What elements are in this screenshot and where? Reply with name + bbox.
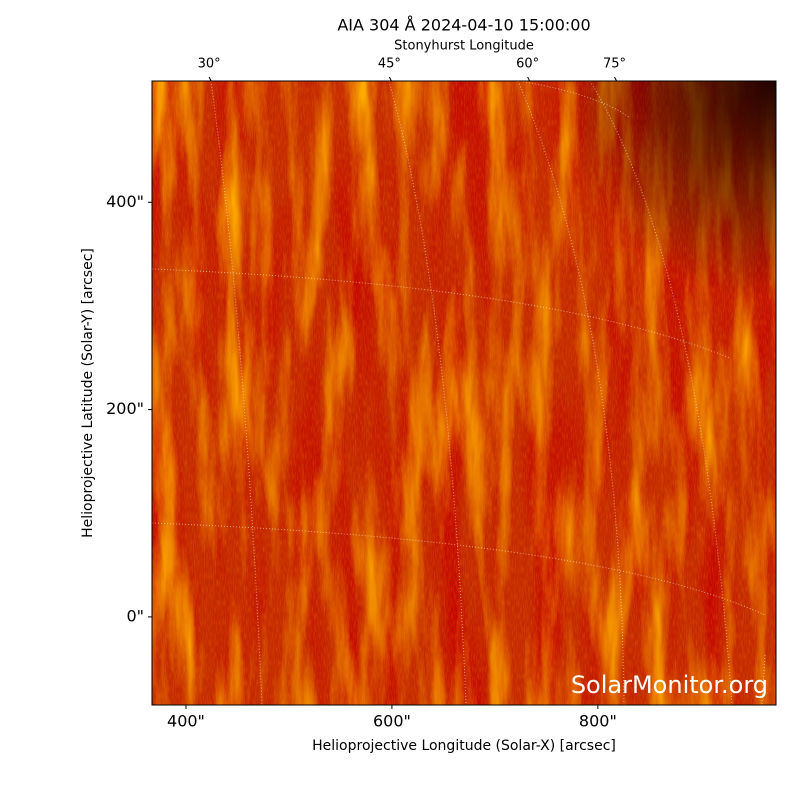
top-tick-label: 75° (603, 57, 626, 72)
x-tick-label: 600" (373, 712, 411, 731)
top-tick (614, 76, 617, 82)
y-axis-label: Helioprojective Latitude (Solar-Y) [arcs… (80, 248, 96, 538)
top-tick-label: 45° (378, 57, 401, 72)
y-tick-label: 200" (106, 399, 144, 418)
x-tick-label: 800" (579, 712, 617, 731)
x-axis-label: Helioprojective Longitude (Solar-X) [arc… (312, 738, 616, 754)
y-tick-label: 0" (126, 606, 144, 625)
solar-image (152, 81, 776, 705)
y-tick-label: 400" (106, 192, 144, 211)
top-tick (388, 76, 392, 82)
top-tick (527, 76, 531, 82)
top-axis-label: Stonyhurst Longitude (394, 39, 534, 54)
x-tick-label: 400" (167, 712, 205, 731)
chart-title: AIA 304 Å 2024-04-10 15:00:00 (337, 16, 590, 35)
top-tick (208, 76, 212, 82)
top-tick-label: 30° (198, 57, 221, 72)
top-tick-label: 60° (516, 57, 539, 72)
watermark: SolarMonitor.org (571, 671, 768, 699)
plot-frame (151, 80, 777, 706)
